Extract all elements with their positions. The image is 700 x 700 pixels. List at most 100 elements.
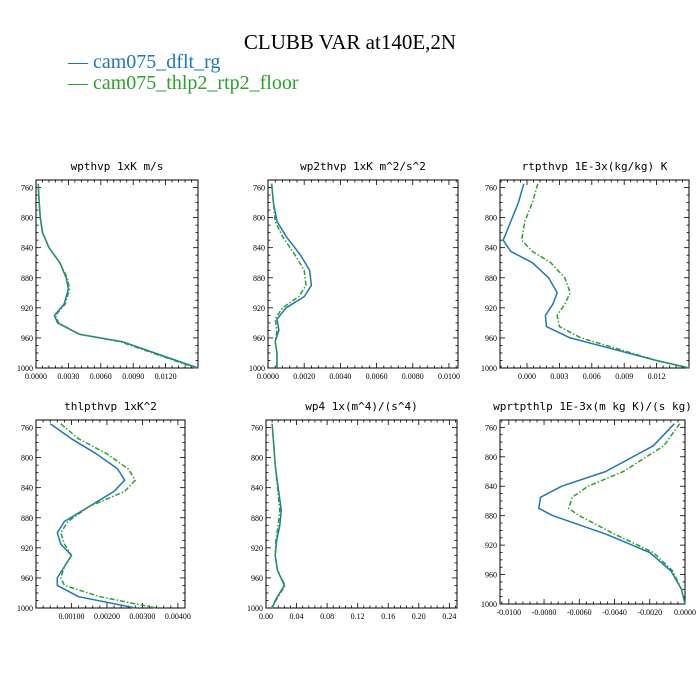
panel-frame [35,419,186,609]
x-tick-label: -0.0020 [637,608,662,617]
y-tick-label: 840 [21,244,33,253]
y-tick-label: 840 [485,482,497,491]
y-tick-label: 880 [21,274,33,283]
y-tick-label: 1000 [481,364,497,373]
panel-frame [35,179,199,369]
y-tick-label: 1000 [481,600,497,609]
x-tick-label: 0.00400 [165,612,191,621]
panel-title: wp2thvp 1xK m^2/s^2 [300,160,426,173]
y-tick-label: 760 [485,423,497,432]
x-tick-label: -0.0100 [496,608,521,617]
x-tick-label: 0.12 [351,612,365,621]
y-tick-label: 880 [253,274,265,283]
x-tick-label: 0.0000 [674,608,696,617]
y-tick-label: 1000 [249,364,265,373]
x-tick-label: 0.0090 [122,372,144,381]
y-tick-label: 960 [251,574,263,583]
x-tick-label: 0.0120 [155,372,177,381]
series-line-dflt [37,183,199,369]
series-line-dflt [271,423,286,609]
panel-title: rtpthvp 1E-3x(kg/kg) K [522,160,668,173]
series-line-dflt [49,423,136,609]
x-tick-label: 0.006 [583,372,601,381]
x-tick-label: 0.04 [290,612,304,621]
x-tick-label: 0.24 [442,612,456,621]
panel-title: thlpthvp 1xK^2 [64,400,157,413]
y-tick-label: 920 [21,304,33,313]
y-tick-label: 1000 [17,604,33,613]
y-tick-label: 800 [251,454,263,463]
series-line-dflt [270,183,313,368]
figure-title: CLUBB VAR at140E,2N [243,30,457,54]
x-tick-label: -0.0060 [567,608,592,617]
x-tick-label: 0.00100 [58,612,84,621]
y-tick-label: 760 [21,184,33,193]
x-tick-label: 0.16 [381,612,395,621]
x-tick-label: 0.0060 [366,372,388,381]
y-tick-label: 800 [485,214,497,223]
x-tick-label: 0.00300 [129,612,155,621]
y-tick-label: 880 [485,512,497,521]
y-tick-label: 1000 [17,364,33,373]
y-tick-label: 840 [21,484,33,493]
y-tick-label: 880 [485,274,497,283]
y-tick-label: 800 [253,214,265,223]
y-tick-label: 760 [251,424,263,433]
x-tick-label: 0.003 [550,372,568,381]
series-line-floor [60,423,157,609]
x-tick-label: 0.08 [320,612,334,621]
x-tick-label: 0.0080 [402,372,424,381]
y-tick-label: 840 [485,244,497,253]
series-line-floor [37,183,197,369]
panel-frame [499,419,686,605]
y-tick-label: 960 [485,334,497,343]
y-tick-label: 920 [21,544,33,553]
y-tick-label: 800 [21,454,33,463]
x-tick-label: 0.00 [259,612,273,621]
x-tick-label: 0.0100 [438,372,460,381]
legend-entry-dflt: — cam075_dflt_rg [68,51,221,73]
y-tick-label: 920 [253,304,265,313]
series-line-floor [520,183,690,369]
y-tick-label: 800 [485,453,497,462]
x-tick-label: 0.0020 [293,372,315,381]
y-tick-label: 760 [253,184,265,193]
x-tick-label: 0.20 [412,612,426,621]
panel-frame [499,179,690,369]
y-tick-label: 920 [251,544,263,553]
x-tick-label: 0.0030 [57,372,79,381]
y-tick-label: 760 [21,424,33,433]
series-line-floor [270,183,307,368]
x-tick-label: 0.000 [518,372,536,381]
x-tick-label: 0.00200 [94,612,120,621]
y-tick-label: 960 [485,571,497,580]
y-tick-label: 760 [485,184,497,193]
x-tick-label: -0.0080 [532,608,557,617]
panel-title: wprtpthlp 1E-3x(m kg K)/(s kg) [493,400,692,413]
x-tick-label: 0.0000 [25,372,47,381]
series-line-floor [567,423,686,605]
series-line-floor [271,423,286,609]
y-tick-label: 840 [251,484,263,493]
x-tick-label: 0.0060 [90,372,112,381]
panel-title: wpthvp 1xK m/s [71,160,164,173]
y-tick-label: 960 [21,334,33,343]
legend-entry-floor: — cam075_thlp2_rtp2_floor [68,72,299,94]
y-tick-label: 920 [485,541,497,550]
series-line-dflt [502,183,690,369]
panel-frame [267,179,459,369]
x-tick-label: 0.009 [615,372,633,381]
x-tick-label: -0.0040 [602,608,627,617]
panel-title: wp4 1x(m^4)/(s^4) [305,400,418,413]
x-tick-label: 0.012 [648,372,666,381]
y-tick-label: 960 [21,574,33,583]
y-tick-label: 960 [253,334,265,343]
panel-frame [265,419,458,609]
y-tick-label: 800 [21,214,33,223]
y-tick-label: 840 [253,244,265,253]
y-tick-label: 1000 [247,604,263,613]
y-tick-label: 920 [485,304,497,313]
x-tick-label: 0.0000 [257,372,279,381]
y-tick-label: 880 [21,514,33,523]
